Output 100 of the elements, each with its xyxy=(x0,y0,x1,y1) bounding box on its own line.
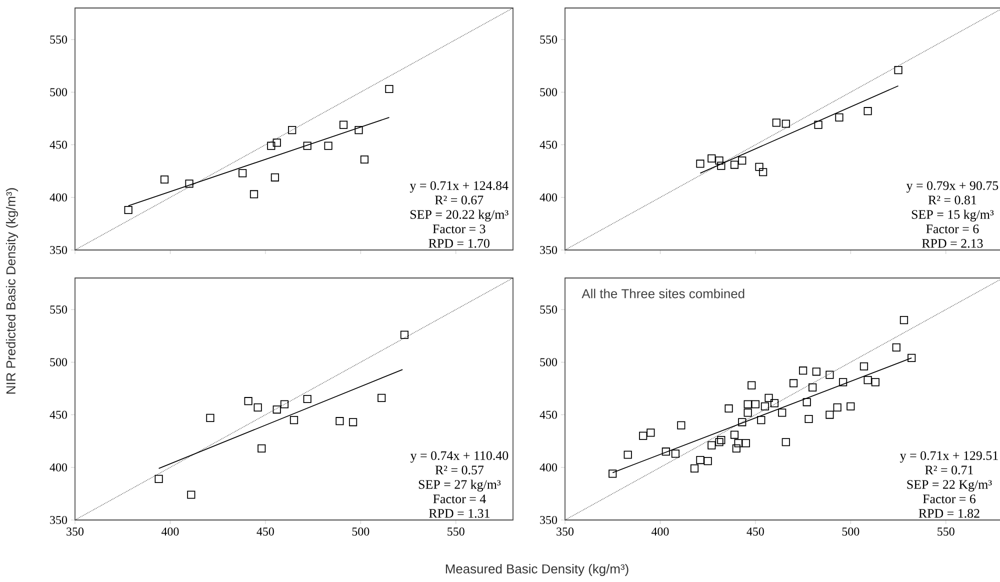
y-tick-label: 400 xyxy=(540,463,558,472)
point xyxy=(799,366,808,375)
point xyxy=(280,400,289,408)
y-tick-label: 450 xyxy=(50,410,68,419)
point xyxy=(715,438,724,446)
point xyxy=(290,416,298,424)
point xyxy=(677,421,686,430)
point xyxy=(303,142,312,150)
y-tick-label: 550 xyxy=(50,306,68,314)
point xyxy=(354,126,363,134)
annotation: y = 0.74x + 110.40 xyxy=(410,451,508,463)
annotation: RPD = 2.13 xyxy=(922,239,983,248)
y-tick-label: 500 xyxy=(540,358,558,366)
point xyxy=(838,378,848,386)
y-tick-label: 350 xyxy=(50,516,68,524)
point xyxy=(864,376,872,384)
point xyxy=(748,381,756,390)
point xyxy=(185,180,194,188)
y-tick-label: 450 xyxy=(50,140,68,149)
annotation: R² = 0.71 xyxy=(925,466,973,474)
point xyxy=(759,168,768,176)
point xyxy=(738,418,746,426)
point xyxy=(272,138,281,147)
point xyxy=(254,403,262,412)
point xyxy=(814,120,822,129)
point xyxy=(671,450,680,458)
annotation: R² = 0.81 xyxy=(928,196,976,204)
annotation: RPD = 1.82 xyxy=(918,509,980,518)
point xyxy=(760,402,770,410)
y-tick-label: 450 xyxy=(540,140,558,149)
point xyxy=(826,410,834,419)
x-tick-label: 550 xyxy=(448,528,464,536)
point xyxy=(717,162,726,170)
y-tick-label: 350 xyxy=(540,246,558,254)
x-tick-label: 400 xyxy=(161,528,179,536)
point xyxy=(770,399,779,408)
point xyxy=(339,120,348,129)
annotation: SEP = 27 kg/m³ xyxy=(418,480,501,492)
text: All the Three sites combined xyxy=(582,288,744,298)
point xyxy=(778,408,786,417)
point xyxy=(662,448,670,456)
y-tick-label: 550 xyxy=(50,36,68,44)
point xyxy=(244,397,252,406)
point xyxy=(238,169,247,178)
y-tick-label: 500 xyxy=(50,88,68,96)
annotation: SEP = 22 Kg/m³ xyxy=(907,480,992,492)
x-tick-label: 350 xyxy=(556,528,574,536)
point xyxy=(324,142,332,150)
point xyxy=(272,405,281,414)
point xyxy=(864,107,872,116)
point xyxy=(751,400,760,408)
y-tick-label: 400 xyxy=(50,193,68,202)
y-tick-label: 400 xyxy=(50,463,68,472)
x-tick-label: 550 xyxy=(938,528,954,536)
point xyxy=(738,156,746,165)
point xyxy=(646,428,655,437)
annotation: RPD = 1.31 xyxy=(429,509,490,518)
point xyxy=(894,66,902,74)
point xyxy=(860,362,868,370)
point xyxy=(696,160,704,168)
y-tick-label: 350 xyxy=(50,246,68,254)
point xyxy=(360,155,369,164)
point xyxy=(804,414,813,424)
annotation: SEP = 20.22 kg/m³ xyxy=(410,210,508,222)
annotation: R² = 0.67 xyxy=(435,196,484,204)
point xyxy=(764,394,773,402)
x-tick-label: 400 xyxy=(651,528,669,536)
point xyxy=(154,474,163,484)
point xyxy=(782,120,790,128)
point xyxy=(378,394,386,402)
annotation: RPD = 1.70 xyxy=(428,239,490,248)
point xyxy=(730,160,739,169)
point xyxy=(772,118,780,127)
point xyxy=(789,379,798,388)
y-tick-label: 550 xyxy=(540,36,558,44)
point xyxy=(336,417,344,426)
annotation: y = 0.71x + 124.84 xyxy=(410,181,508,193)
y-tick-label: 450 xyxy=(540,410,558,419)
point xyxy=(187,490,196,499)
point xyxy=(624,450,632,459)
point xyxy=(708,154,716,163)
y-axis-title: NIR Predicted Basic Density (kg/m³) xyxy=(6,188,18,394)
x-tick-label: 450 xyxy=(746,528,764,536)
annotation: Factor = 4 xyxy=(433,494,486,504)
point xyxy=(270,173,280,182)
point xyxy=(704,457,712,466)
annotation: y = 0.79x + 90.75 xyxy=(906,181,998,193)
annotation: Factor = 6 xyxy=(922,494,976,504)
point xyxy=(900,316,908,324)
x-tick-label: 450 xyxy=(256,528,274,536)
annotation: Factor = 3 xyxy=(432,224,486,234)
x-tick-label: 500 xyxy=(352,528,370,536)
point xyxy=(730,430,739,439)
annotation: SEP = 15 kg/m³ xyxy=(912,210,994,222)
point xyxy=(267,142,276,150)
point xyxy=(835,113,844,122)
point xyxy=(908,354,916,362)
point xyxy=(742,439,750,448)
y-tick-label: 500 xyxy=(540,88,558,96)
annotation: y = 0.71x + 129.51 xyxy=(900,451,998,463)
